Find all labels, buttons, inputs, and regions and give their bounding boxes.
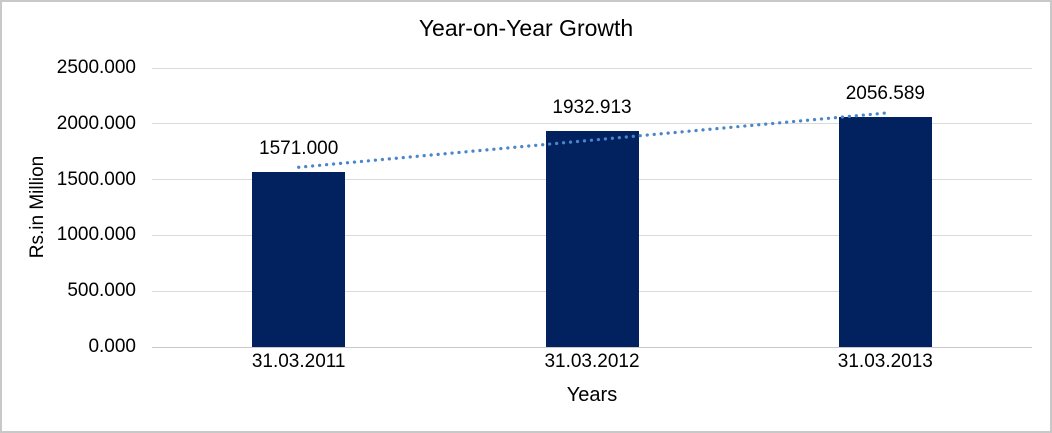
data-label: 1571.000 (259, 137, 339, 159)
y-tick-label: 1000.000 (56, 224, 136, 246)
gridline (152, 123, 1032, 125)
x-axis-line (152, 346, 1032, 348)
data-label: 2056.589 (845, 83, 925, 105)
y-tick-label: 2500.000 (56, 57, 136, 78)
gridline (152, 67, 1032, 69)
y-tick-label: 500.000 (67, 280, 136, 302)
x-tick-label: 31.03.2013 (837, 351, 933, 372)
trendline (297, 111, 887, 169)
data-label: 1932.913 (552, 97, 632, 119)
y-tick-label: 0.000 (88, 336, 136, 357)
bar-31.03.2013 (838, 117, 932, 347)
bar-31.03.2011 (252, 171, 346, 347)
chart-title: Year-on-Year Growth (418, 15, 634, 41)
bar-31.03.2012 (545, 131, 639, 347)
x-axis-title: Years (566, 384, 618, 406)
trendline-path (297, 111, 887, 169)
y-tick-label: 2000.000 (56, 112, 136, 134)
x-tick-label: 31.03.2012 (544, 351, 640, 372)
y-tick-label: 1500.000 (56, 168, 136, 190)
x-tick-label: 31.03.2011 (251, 351, 346, 372)
